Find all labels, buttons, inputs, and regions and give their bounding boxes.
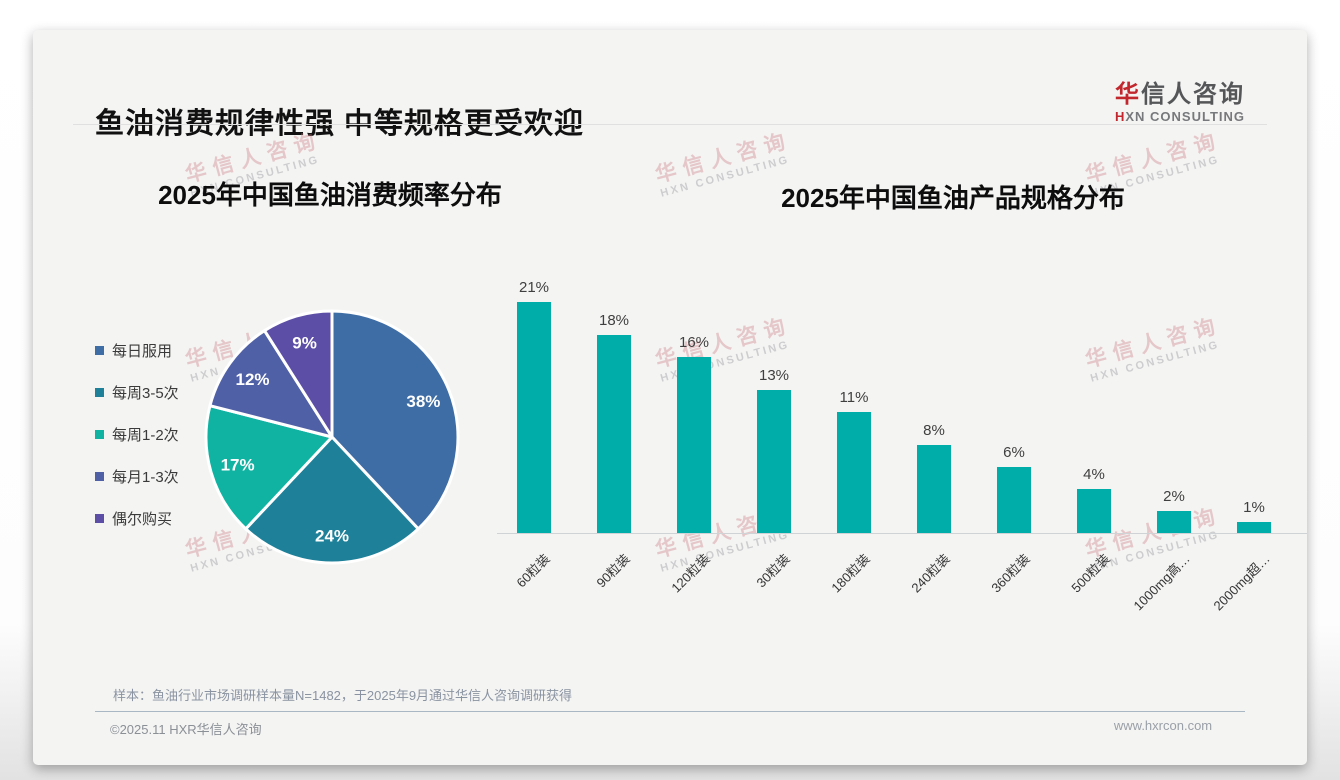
- bar-value-label: 8%: [923, 422, 945, 439]
- bar-x-axis: [497, 533, 1307, 534]
- legend-swatch: [95, 346, 104, 355]
- pie-slice-偶尔购买: [262, 309, 334, 439]
- bar-category-label: 90粒装: [593, 551, 633, 591]
- slide-card: 鱼油消费规律性强 中等规格更受欢迎 华信人咨询 HXN CONSULTING 华…: [33, 30, 1307, 765]
- logo-chinese: 华信人咨询: [1115, 81, 1245, 108]
- bar-30粒装: [757, 390, 791, 533]
- legend-swatch: [95, 430, 104, 439]
- legend-swatch: [95, 388, 104, 397]
- bar-value-label: 16%: [678, 334, 710, 351]
- bar-category-label: 1000mg高…: [1130, 551, 1193, 614]
- pie-slice-value: 24%: [315, 526, 349, 545]
- bar-value-label: 18%: [598, 312, 630, 329]
- pie-slice-value: 17%: [221, 455, 255, 474]
- bar-240粒装: [917, 445, 951, 533]
- legend-item: 偶尔购买: [95, 508, 179, 529]
- bar-category-label: 120粒装: [668, 551, 713, 596]
- legend-label: 偶尔购买: [112, 511, 173, 528]
- legend-item: 每周1-2次: [95, 424, 179, 445]
- bar-value-label: 21%: [518, 279, 550, 296]
- legend-item: 每日服用: [95, 340, 179, 361]
- legend-label: 每月1-3次: [112, 469, 179, 486]
- pie-slice-每周1-2次: [204, 404, 334, 531]
- pie-svg: 38% 24% 17% 12% 9%: [204, 309, 460, 565]
- legend-item: 每月1-3次: [95, 466, 179, 487]
- legend-item: 每周3-5次: [95, 382, 179, 403]
- bar-value-label: 1%: [1243, 499, 1265, 516]
- legend-swatch: [95, 472, 104, 481]
- bar-category-label: 240粒装: [908, 551, 953, 596]
- bar-category-label: 500粒装: [1068, 551, 1113, 596]
- bar-500粒装: [1077, 489, 1111, 533]
- bar-value-label: 4%: [1083, 466, 1105, 483]
- pie-slice-每周3-5次: [244, 435, 420, 565]
- bar-x-labels: 60粒装 90粒装 120粒装 30粒装 180粒装 240粒装 360粒装 500粒装 100…: [500, 533, 1307, 633]
- legend-label: 每周1-2次: [112, 427, 179, 444]
- pie-chart-title: 2025年中国鱼油消费频率分布: [158, 180, 502, 210]
- bar-category-label: 60粒装: [513, 551, 553, 591]
- bar-1000mg高…: [1157, 511, 1191, 533]
- bar-90粒装: [597, 335, 631, 533]
- pie-chart: 38% 24% 17% 12% 9%: [202, 307, 462, 567]
- bar-120粒装: [677, 357, 711, 533]
- bar-value-label: 6%: [1003, 444, 1025, 461]
- bar-category-label: 360粒装: [988, 551, 1033, 596]
- footer-divider: [95, 711, 1245, 712]
- company-logo: 华信人咨询 HXN CONSULTING: [1114, 81, 1245, 125]
- sample-note: 样本：鱼油行业市场调研样本量N=1482，于2025年9月通过华信人咨询调研获得: [113, 688, 573, 703]
- bar-180粒装: [837, 412, 871, 533]
- pie-slice-value: 9%: [292, 334, 317, 353]
- bar-chart: 21% 18% 16% 13% 11% 8% 6% 4% 2% 1%: [500, 260, 1307, 533]
- pie-legend: 每日服用每周3-5次 每周1-2次 每月1-3次 偶尔购买: [95, 340, 179, 550]
- pie-slice-每月1-3次: [208, 329, 334, 439]
- bar-category-label: 180粒装: [828, 551, 873, 596]
- legend-label: 每周3-5次: [112, 385, 179, 402]
- logo-english: HXN CONSULTING: [1114, 109, 1245, 125]
- bar-value-label: 11%: [839, 389, 869, 406]
- website-url: www.hxrcon.com: [1113, 718, 1213, 733]
- bar-value-label: 13%: [758, 367, 790, 384]
- bar-value-label: 2%: [1163, 488, 1185, 505]
- bar-360粒装: [997, 467, 1031, 533]
- header-divider: [73, 124, 1267, 125]
- pie-slice-value: 12%: [235, 370, 269, 389]
- pie-slice-value: 38%: [406, 392, 440, 411]
- bar-chart-title: 2025年中国鱼油产品规格分布: [781, 183, 1125, 213]
- legend-label: 每日服用: [112, 343, 173, 360]
- bar-category-label: 30粒装: [753, 551, 793, 591]
- bar-category-label: 2000mg超…: [1210, 551, 1273, 614]
- page-title: 鱼油消费规律性强 中等规格更受欢迎: [95, 108, 585, 140]
- pie-slice-每日服用: [330, 309, 460, 531]
- copyright-text: ©2025.11 HXR华信人咨询: [110, 722, 262, 737]
- bar-2000mg超…: [1237, 522, 1271, 533]
- bar-60粒装: [517, 302, 551, 533]
- legend-swatch: [95, 514, 104, 523]
